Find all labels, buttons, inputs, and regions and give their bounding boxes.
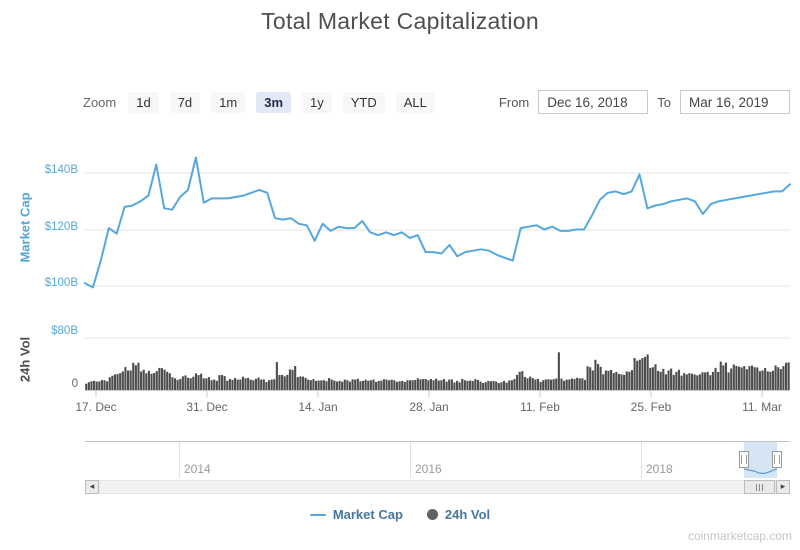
legend: Market Cap 24h Vol (0, 507, 800, 522)
range-navigator[interactable]: 2014 2016 2018 (85, 441, 790, 479)
legend-item-24h-vol[interactable]: 24h Vol (426, 507, 491, 522)
from-label: From (498, 94, 530, 110)
zoom-button-1y[interactable]: 1y (302, 92, 332, 113)
scrollbar-track[interactable] (99, 480, 776, 494)
navigator-series-preview (743, 468, 778, 475)
market-cap-line-marker-icon (309, 513, 326, 516)
zoom-button-3m[interactable]: 3m (256, 92, 292, 113)
volume-axis-title: 24h Vol (17, 336, 33, 383)
legend-label-24h-vol: 24h Vol (444, 507, 491, 522)
volume-bars (85, 352, 790, 391)
zoom-label: Zoom (83, 95, 117, 110)
page-title: Total Market Capitalization (261, 8, 539, 34)
scrollbar-right-arrow[interactable]: ▸ (776, 480, 790, 494)
scrollbar-thumb[interactable] (744, 480, 775, 494)
to-label: To (657, 94, 671, 110)
xtick-11-feb: 11. Feb (520, 400, 560, 414)
xtick-25-feb: 25. Feb (630, 400, 672, 414)
to-date-input[interactable] (680, 90, 790, 114)
xtick-17-dec: 17. Dec (75, 400, 117, 414)
date-range-group: From To (499, 90, 790, 114)
navigator-gridline-2016 (410, 442, 411, 478)
legend-item-market-cap[interactable]: Market Cap (309, 507, 403, 522)
xtick-14-jan: 14. Jan (298, 400, 338, 414)
ytick-0: 0 (71, 378, 78, 390)
volume-dot-marker-icon (426, 509, 438, 520)
ytick-80b: $80B (51, 325, 78, 337)
navigator-gridline-2014 (179, 442, 180, 478)
market-cap-axis-title: Market Cap (17, 192, 33, 263)
ytick-140b: $140B (44, 164, 78, 176)
chart-canvas (84, 156, 791, 397)
from-date-input[interactable] (538, 90, 649, 114)
ytick-120b: $120B (44, 221, 78, 233)
zoom-button-7d[interactable]: 7d (169, 92, 201, 113)
navigator-selected-window[interactable] (739, 442, 782, 478)
navigator-year-2018: 2018 (646, 462, 673, 476)
zoom-preset-group: Zoom 1d 7d 1m 3m 1y YTD ALL (83, 92, 435, 113)
navigator-right-handle[interactable] (772, 451, 782, 468)
zoom-button-all[interactable]: ALL (395, 92, 435, 113)
navigator-left-handle[interactable] (739, 451, 749, 468)
xtick-11-mar: 11. Mar (742, 400, 782, 414)
xtick-28-jan: 28. Jan (409, 400, 449, 414)
navigator-year-2014: 2014 (184, 462, 211, 476)
scrollbar-left-arrow[interactable]: ◂ (85, 480, 99, 494)
xtick-31-dec: 31. Dec (186, 400, 228, 414)
ytick-100b: $100B (44, 277, 78, 289)
zoom-button-ytd[interactable]: YTD (342, 92, 385, 113)
navigator-year-2016: 2016 (415, 462, 442, 476)
zoom-button-1m[interactable]: 1m (211, 92, 246, 113)
market-cap-line (84, 156, 791, 289)
zoom-button-1d[interactable]: 1d (128, 92, 159, 113)
legend-label-market-cap: Market Cap (332, 507, 403, 522)
watermark: coinmarketcap.com (687, 529, 792, 543)
chart-scrollbar[interactable]: ◂ ▸ (85, 480, 790, 494)
navigator-gridline-2018 (641, 442, 642, 478)
